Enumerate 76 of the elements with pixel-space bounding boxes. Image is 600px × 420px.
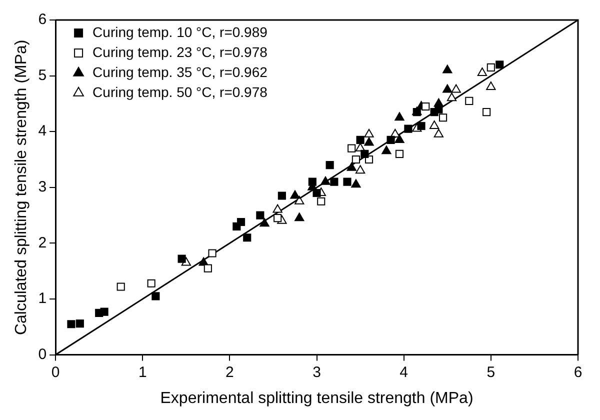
legend-label: Curing temp. 35 °C, r=0.962 <box>92 64 268 80</box>
point <box>278 192 286 200</box>
point <box>348 144 356 152</box>
x-axis-title: Experimental splitting tensile strength (MPa) <box>160 390 474 407</box>
point <box>152 292 160 300</box>
y-tick-label: 4 <box>38 122 47 140</box>
point <box>482 108 491 116</box>
point <box>294 212 304 222</box>
point <box>147 279 156 288</box>
point <box>208 249 216 258</box>
point <box>243 234 252 242</box>
point <box>386 136 395 144</box>
point <box>364 137 374 146</box>
point <box>364 128 374 138</box>
point <box>486 81 496 90</box>
point <box>355 165 366 174</box>
point <box>422 102 430 111</box>
y-tick-label: 1 <box>38 290 47 308</box>
legend-label: Curing temp. 23 °C, r=0.978 <box>92 44 268 60</box>
y-tick-label: 3 <box>38 178 47 196</box>
point <box>204 264 212 272</box>
point <box>312 188 321 198</box>
point <box>326 161 334 170</box>
x-tick-label: 4 <box>400 364 408 381</box>
point <box>100 308 108 316</box>
point <box>429 120 440 130</box>
y-axis-title: Calculated splitting tensile strength (MPa) <box>13 40 30 336</box>
point <box>308 178 316 186</box>
point <box>395 150 404 158</box>
x-tick-label: 6 <box>574 364 582 381</box>
y-tick-label: 2 <box>38 234 47 252</box>
legend-label: Curing temp. 10 °C, r=0.989 <box>92 24 268 40</box>
point <box>320 176 330 185</box>
x-tick-label: 0 <box>51 364 60 381</box>
point <box>451 84 461 93</box>
point <box>290 190 300 199</box>
point <box>496 60 504 69</box>
y-tick-label: 5 <box>38 66 47 84</box>
legend-label: Curing temp. 50 °C, r=0.978 <box>92 84 268 100</box>
point <box>343 178 352 186</box>
point <box>356 136 364 144</box>
point <box>486 63 495 72</box>
point <box>330 178 338 186</box>
point <box>236 218 246 226</box>
y-tick-label: 0 <box>38 346 47 363</box>
point <box>394 134 404 143</box>
point <box>346 162 356 171</box>
point <box>382 146 392 154</box>
point <box>256 211 264 220</box>
point <box>351 179 361 188</box>
point <box>465 96 474 105</box>
point <box>360 150 369 158</box>
point <box>446 92 457 102</box>
x-tick-label: 2 <box>226 364 234 381</box>
x-tick-label: 5 <box>486 364 496 381</box>
y-tick-label: 6 <box>38 11 47 28</box>
x-tick-label: 1 <box>138 364 147 381</box>
point <box>76 320 84 328</box>
point <box>442 64 452 74</box>
point <box>178 254 186 263</box>
point <box>438 114 448 122</box>
point <box>352 155 360 164</box>
point <box>272 204 282 213</box>
point <box>404 124 412 133</box>
point <box>67 320 76 328</box>
point <box>260 218 270 227</box>
point <box>434 128 444 138</box>
point <box>317 197 326 206</box>
x-tick-label: 3 <box>312 364 321 381</box>
point <box>417 122 426 130</box>
point <box>274 214 282 222</box>
point <box>394 112 404 121</box>
point <box>294 196 304 204</box>
point <box>477 68 488 76</box>
point <box>116 282 125 291</box>
point <box>442 84 452 93</box>
